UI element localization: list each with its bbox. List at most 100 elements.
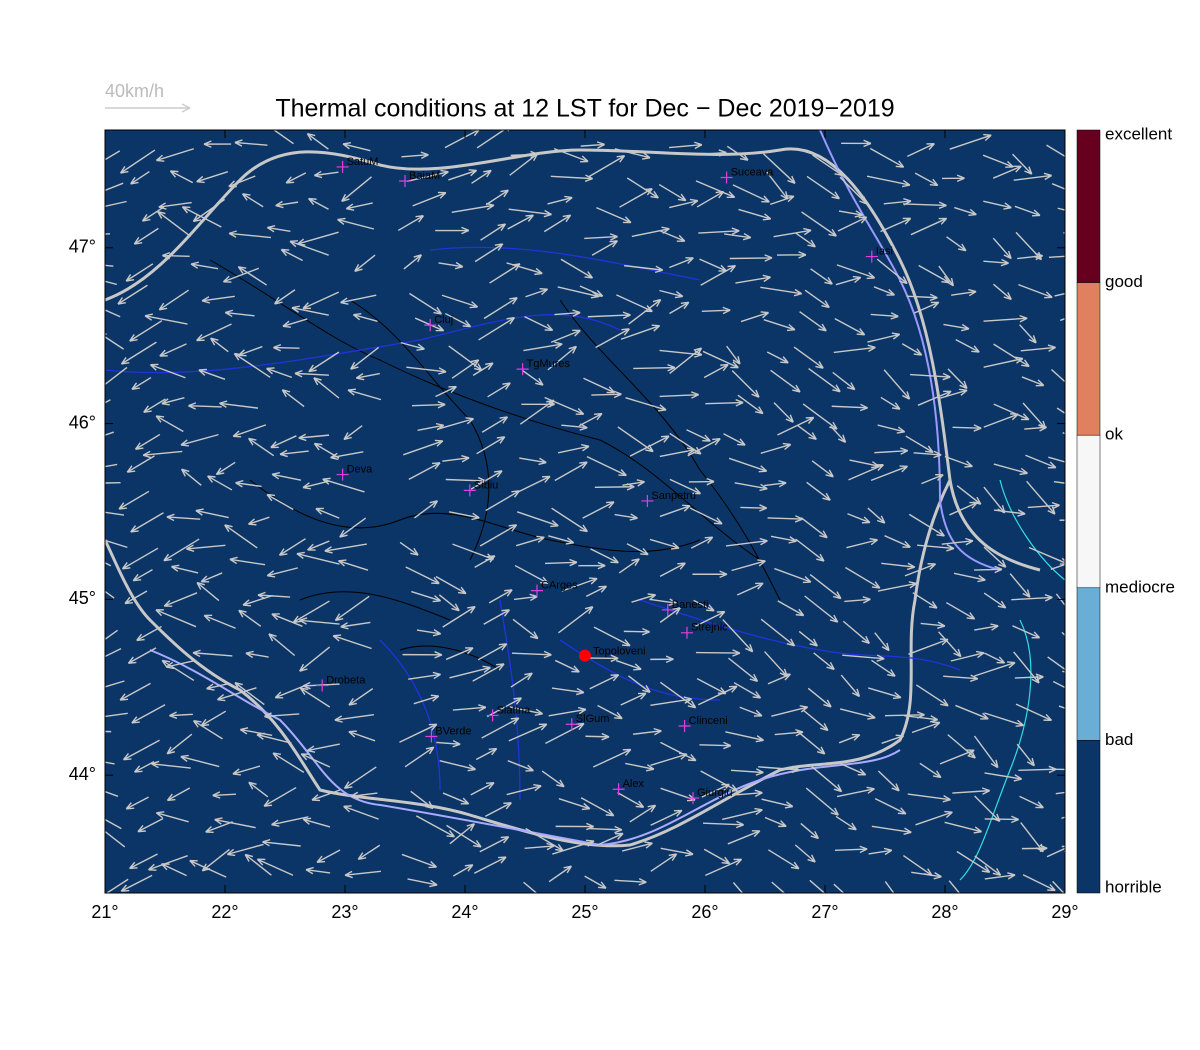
wind-arrow [650,598,677,606]
wind-arrow [910,372,951,381]
wind-arrow [401,151,429,160]
wind-arrow [728,657,759,682]
wind-arrow [196,171,229,184]
wind-arrow [833,344,876,354]
wind-arrow [740,311,770,323]
wind-arrow [941,537,974,546]
wind-arrow [285,172,307,184]
y-tick-label: 44° [69,764,96,784]
wind-arrow [210,337,229,353]
wind-arrow [619,187,653,208]
river [105,246,961,801]
wind-arrow [334,714,374,723]
station-label: Sibiu [474,479,498,491]
highlight-marker [579,649,591,662]
station-marker [399,174,411,187]
wind-arrow [232,424,267,438]
station-marker [565,718,578,731]
wind-arrow [870,465,909,482]
wind-arrow [737,394,764,415]
wind-arrow [628,298,662,325]
wind-arrow [1012,625,1041,639]
wind-arrow [342,142,371,152]
wind-arrow [868,687,902,700]
contour [249,479,701,671]
wind-arrow [692,570,728,578]
wind-arrow [983,356,1024,368]
wind-arrow [846,537,878,549]
wind-arrow [920,621,946,629]
wind-arrow [350,791,378,800]
wind-arrow [228,230,272,239]
wind-arrow [777,600,805,617]
wind-arrow [399,723,438,743]
wind-arrow [311,789,341,802]
wind-arrow [299,617,340,625]
wind-arrow [406,366,447,375]
wind-arrow [435,575,467,595]
wind-arrow [305,866,331,875]
wind-arrow [732,882,744,893]
wind-arrow [620,324,661,340]
wind-arrow [416,629,442,637]
wind-arrow [137,817,164,833]
wind-arrow [1050,563,1065,571]
wind-arrow [445,312,472,328]
wind-arrow [914,172,939,187]
wind-arrow [911,721,941,734]
station-marker [531,584,543,597]
wind-arrow [216,687,257,702]
wind-arrow [195,508,229,519]
wind-arrow [248,437,275,457]
wind-arrow [701,783,730,798]
wind-arrow [548,706,587,717]
wind-arrow [874,447,909,455]
wind-arrow [448,511,480,521]
wind-arrow [982,154,1014,168]
wind-arrow [1014,205,1041,217]
wind-arrow [299,646,331,672]
wind-arrow [983,592,1007,609]
wind-arrow [876,258,908,285]
wind-arrow [180,468,202,486]
wind-arrow [583,377,616,394]
wind-arrow [837,762,867,776]
wind-arrow [155,609,197,628]
wind-arrow [584,875,607,889]
colorbar-label: good [1105,272,1143,291]
wind-arrow [340,294,377,305]
wind-arrow [915,810,953,826]
x-tick-label: 25° [571,902,598,922]
wind-arrow [212,791,237,799]
wind-arrow [196,323,232,342]
wind-arrow [256,732,292,744]
wind-arrow [474,243,504,263]
wind-arrow [669,141,703,150]
wind-arrow [166,733,193,755]
wind-arrow [625,762,655,772]
wind-arrow [316,849,341,864]
wind-arrow [881,562,916,571]
wind-arrow [162,251,190,260]
wind-arrow [722,807,763,821]
wind-arrow [268,633,296,657]
wind-arrow [830,425,847,443]
wind-arrow [939,749,975,765]
wind-arrow [343,425,363,441]
wind-arrow [702,350,739,369]
wind-arrow [1009,573,1031,598]
wind-arrow [105,818,122,830]
wind-arrow [633,363,676,372]
station-marker [316,679,329,692]
wind-arrow [1050,768,1065,771]
station-marker [612,783,625,796]
wind-arrow [983,546,1007,568]
wind-arrow [943,323,970,332]
wind-arrow [877,581,918,592]
wind-arrow [332,634,372,650]
wind-arrow [1015,703,1053,722]
wind-arrow [1022,874,1056,892]
wind-arrow [206,682,230,691]
wind-arrow [525,287,549,298]
